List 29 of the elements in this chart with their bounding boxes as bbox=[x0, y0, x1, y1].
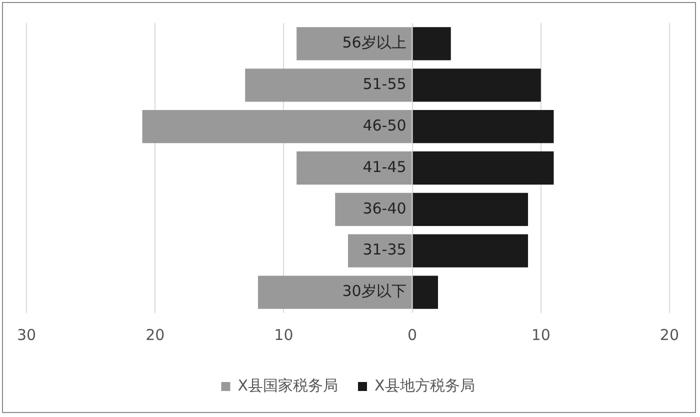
legend-label: X县国家税务局 bbox=[238, 376, 338, 394]
bar bbox=[335, 192, 412, 226]
y-tick-label: 30岁以下 bbox=[342, 282, 406, 300]
bar bbox=[412, 110, 554, 144]
bar bbox=[412, 27, 451, 60]
y-tick-label: 56岁以上 bbox=[342, 34, 406, 52]
x-tick-label: 30 bbox=[16, 326, 36, 344]
bar bbox=[245, 68, 412, 102]
bar bbox=[348, 234, 412, 268]
x-tick-label: 0 bbox=[408, 326, 418, 344]
y-tick-label: 41-45 bbox=[362, 158, 406, 176]
y-tick-label: 46-50 bbox=[362, 116, 406, 134]
bar bbox=[412, 234, 528, 268]
y-tick-label: 31-35 bbox=[362, 240, 406, 259]
bar bbox=[142, 110, 412, 144]
x-tick-label: 10 bbox=[274, 326, 294, 344]
bar bbox=[412, 68, 541, 102]
bar bbox=[258, 276, 412, 309]
y-tick-label: 51-55 bbox=[362, 75, 406, 94]
bar bbox=[296, 27, 412, 60]
bar bbox=[412, 192, 528, 226]
legend-label: X县地方税务局 bbox=[374, 376, 475, 394]
x-tick-label: 20 bbox=[146, 326, 165, 344]
bar bbox=[412, 276, 438, 309]
bar bbox=[412, 151, 554, 185]
bar bbox=[296, 151, 412, 185]
y-tick-label: 36-40 bbox=[362, 199, 406, 218]
x-tick-label: 10 bbox=[531, 326, 550, 344]
x-tick-label: 20 bbox=[660, 326, 680, 344]
